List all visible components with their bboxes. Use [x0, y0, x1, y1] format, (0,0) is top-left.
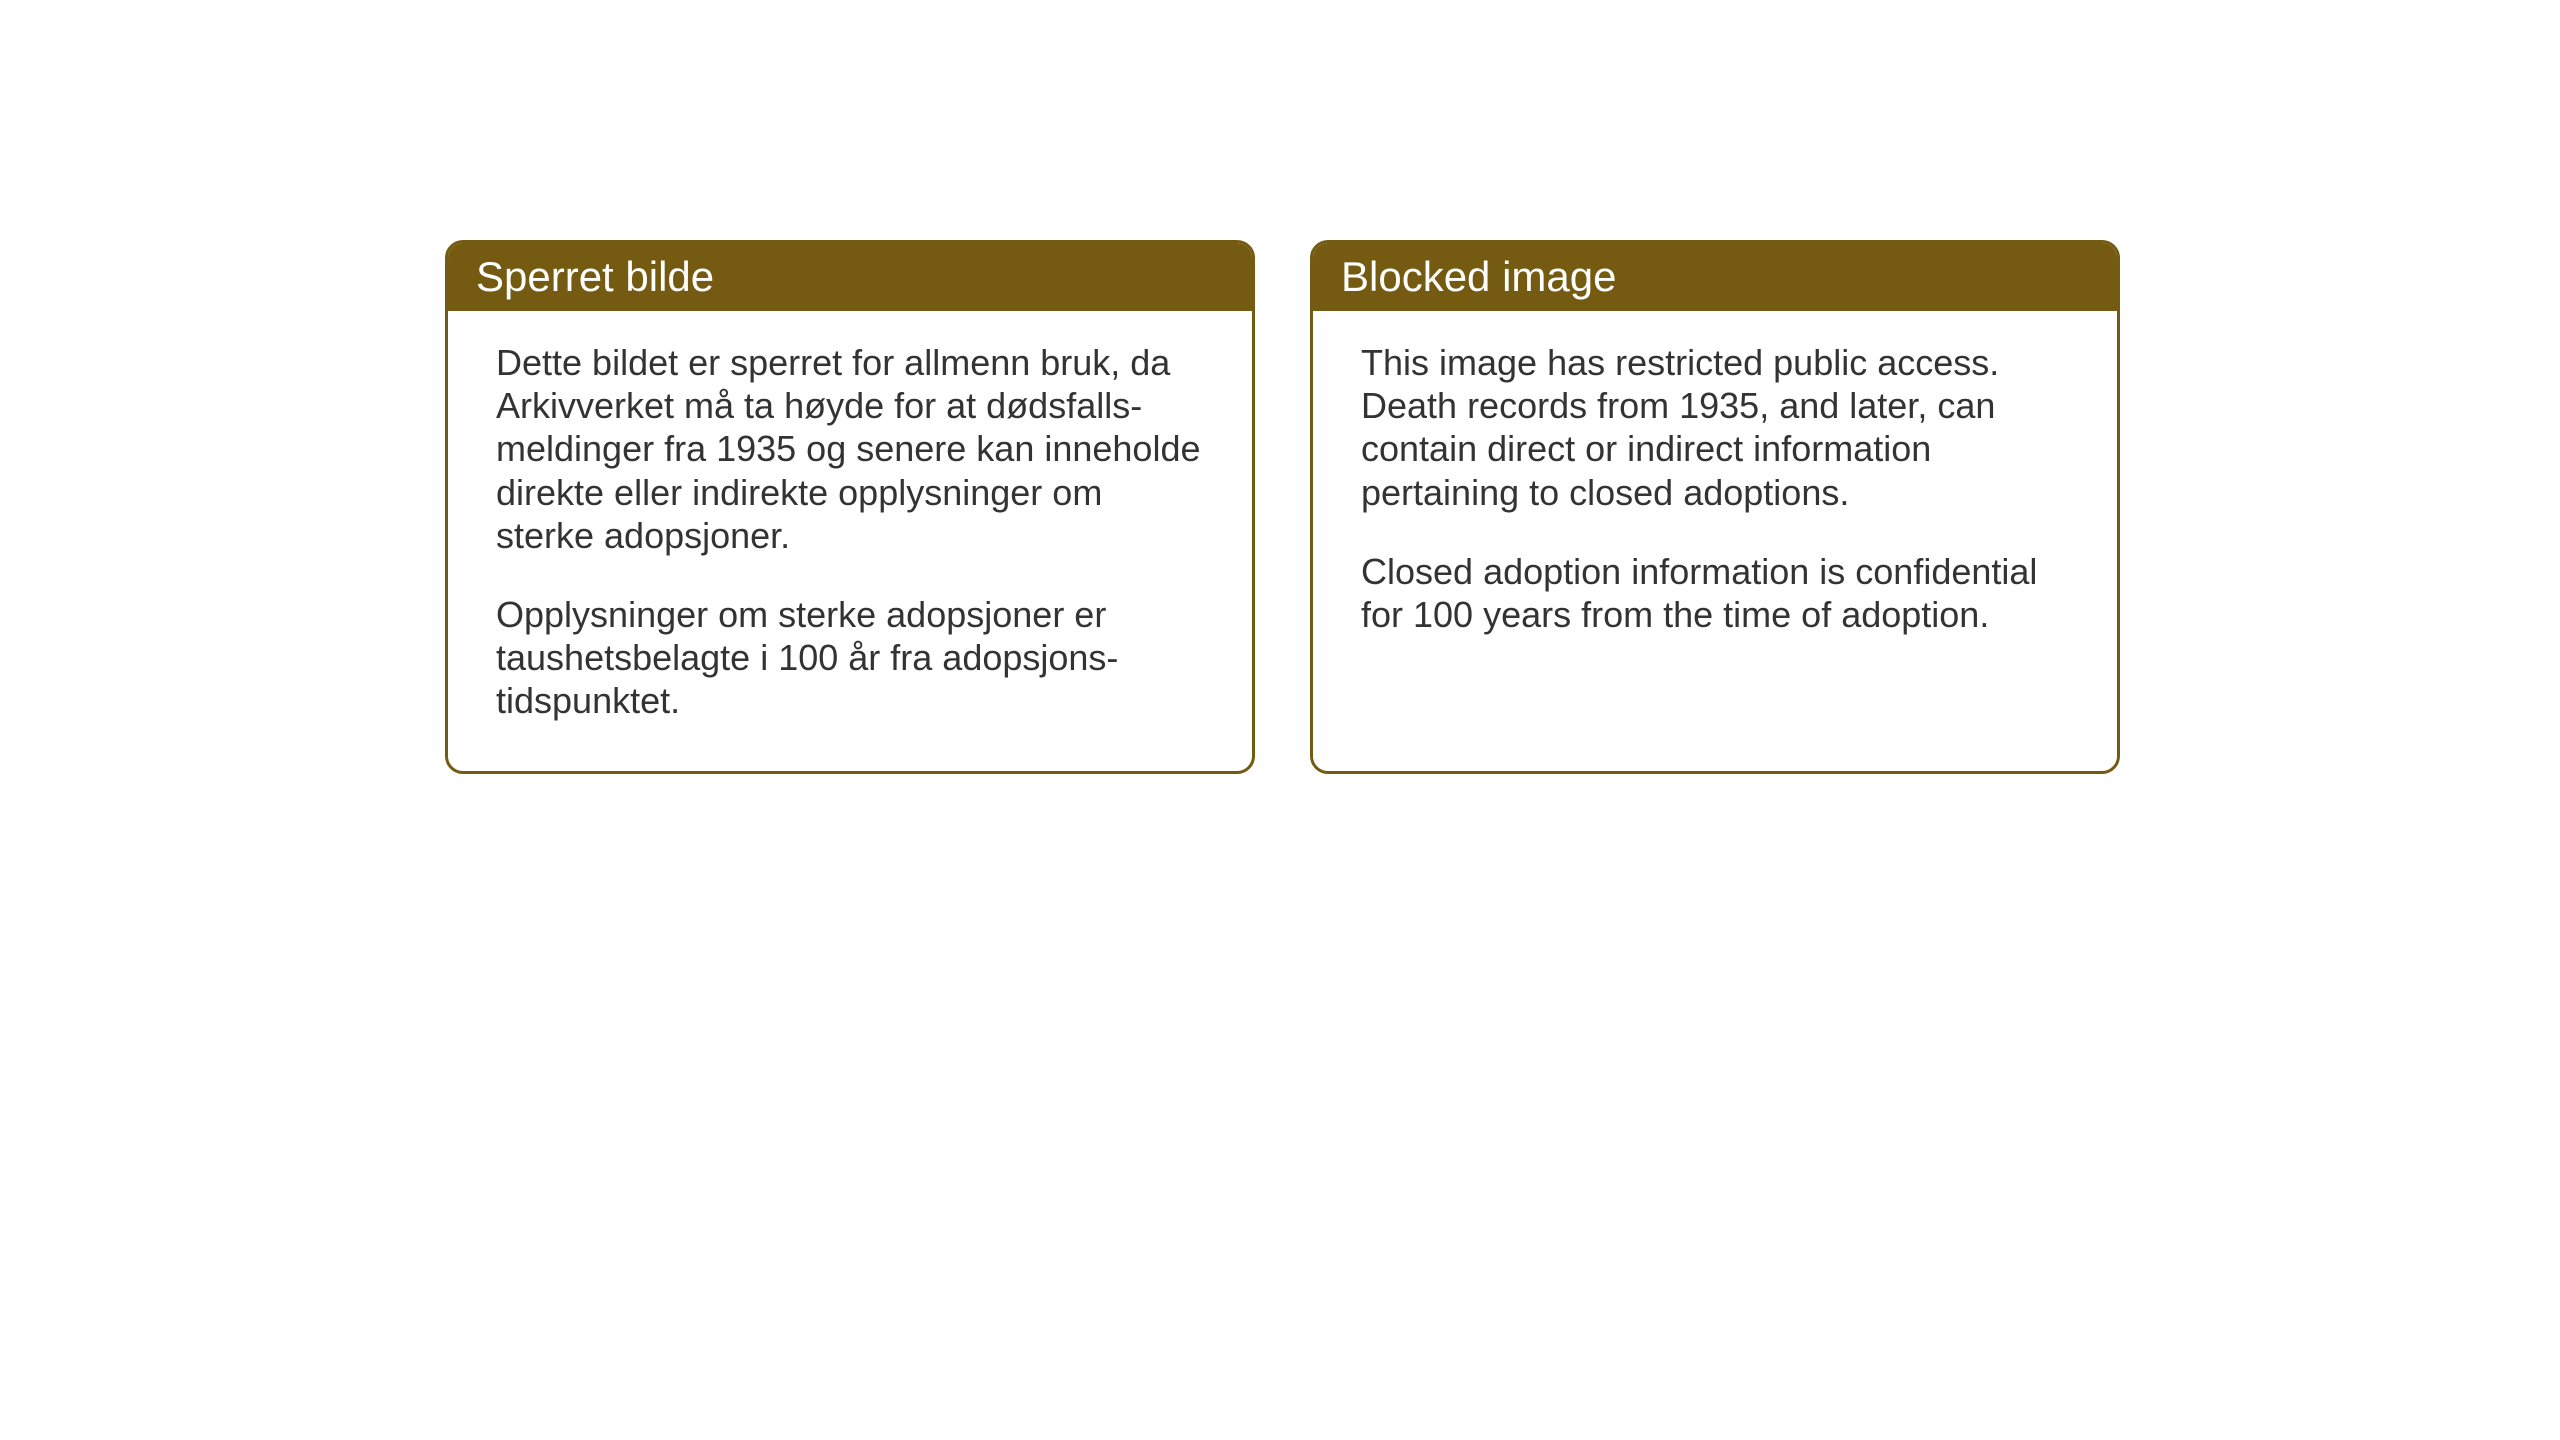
- english-notice-card: Blocked image This image has restricted …: [1310, 240, 2120, 774]
- norwegian-card-title: Sperret bilde: [448, 243, 1252, 311]
- english-card-title: Blocked image: [1313, 243, 2117, 311]
- norwegian-paragraph-2: Opplysninger om sterke adopsjoner er tau…: [496, 593, 1204, 723]
- norwegian-notice-card: Sperret bilde Dette bildet er sperret fo…: [445, 240, 1255, 774]
- notice-cards-container: Sperret bilde Dette bildet er sperret fo…: [445, 240, 2120, 774]
- english-card-body: This image has restricted public access.…: [1313, 311, 2117, 684]
- english-paragraph-2: Closed adoption information is confident…: [1361, 550, 2069, 636]
- norwegian-paragraph-1: Dette bildet er sperret for allmenn bruk…: [496, 341, 1204, 557]
- english-paragraph-1: This image has restricted public access.…: [1361, 341, 2069, 514]
- norwegian-card-body: Dette bildet er sperret for allmenn bruk…: [448, 311, 1252, 771]
